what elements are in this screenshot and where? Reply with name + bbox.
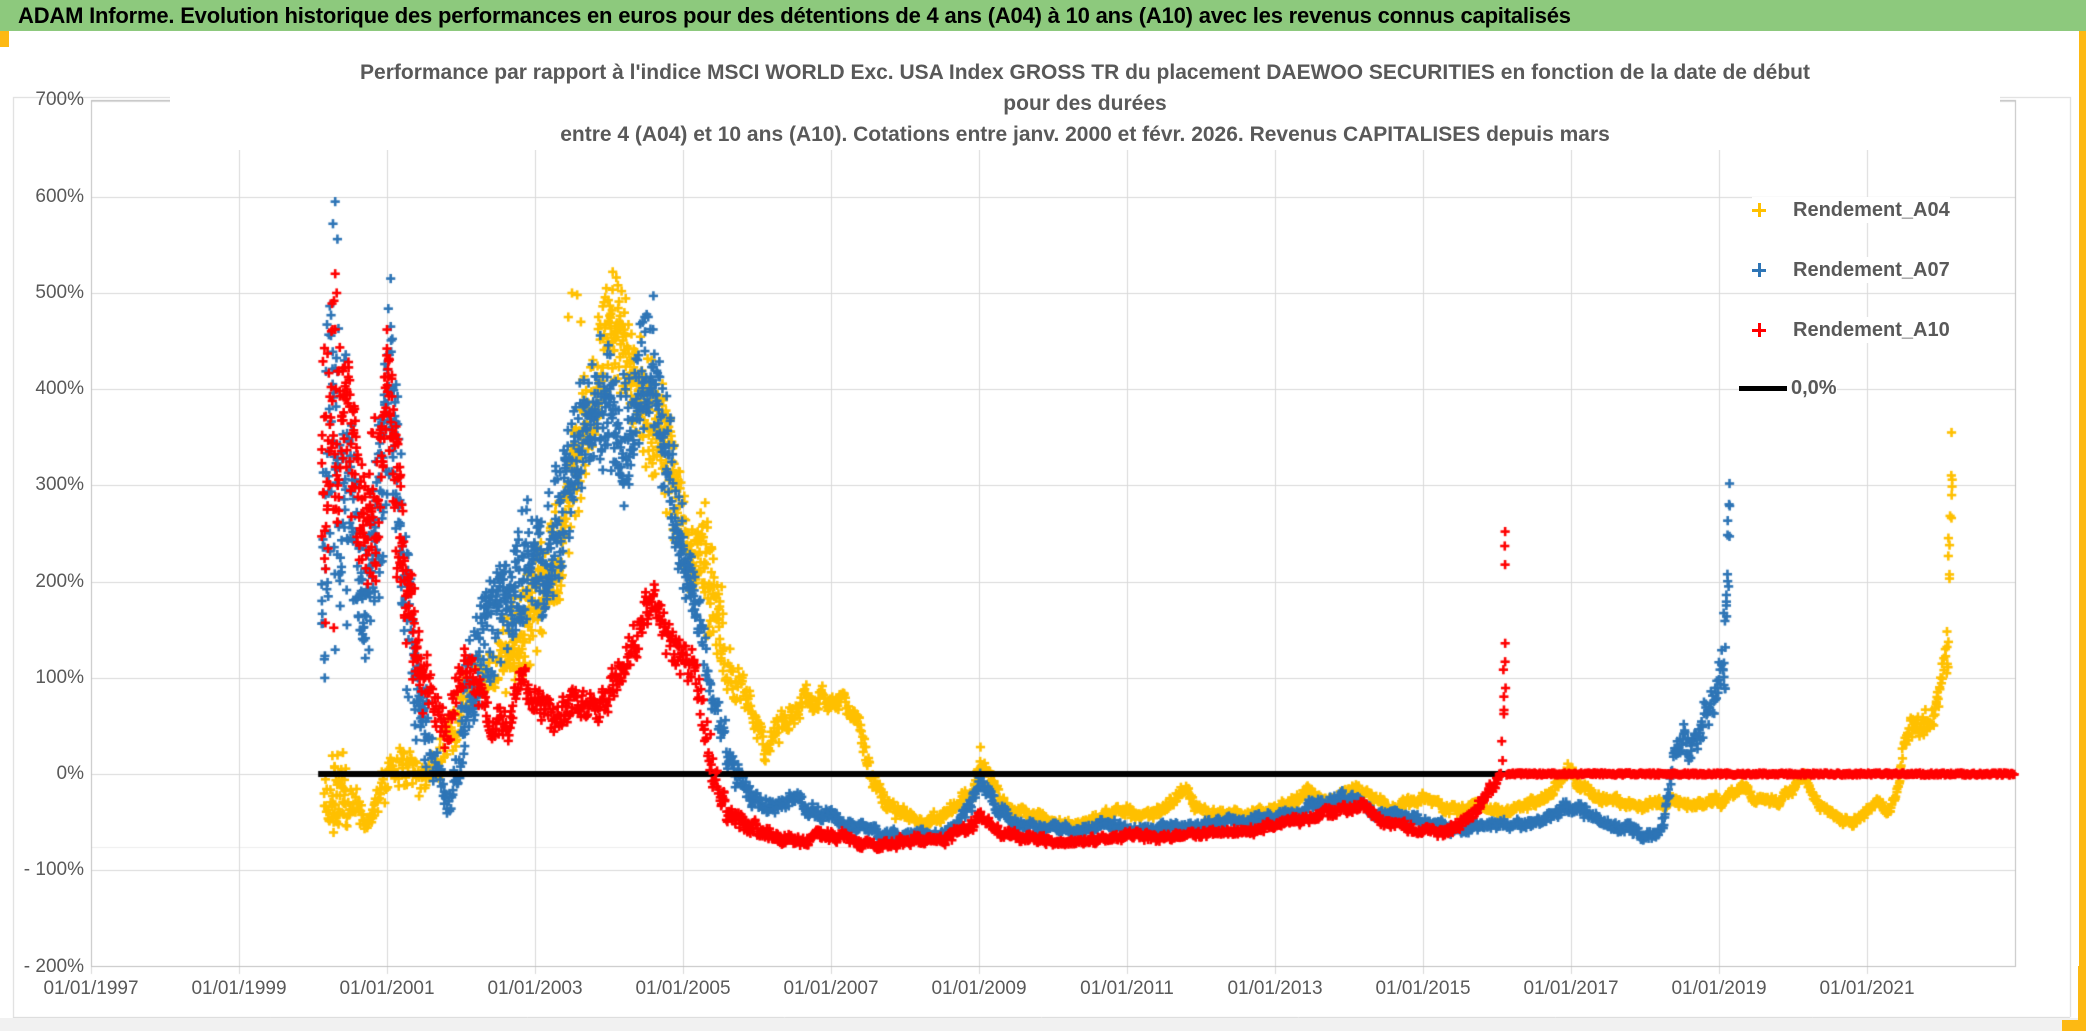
- y-tick-700: 700%: [35, 89, 84, 110]
- chart-title: Performance par rapport à l'indice MSCI …: [170, 57, 2000, 150]
- x-tick-2019: 01/01/2019: [1671, 978, 1767, 999]
- plot-area[interactable]: [91, 100, 2015, 966]
- selection-handle-corner-v[interactable]: [2078, 966, 2086, 1031]
- banner-text: ADAM Informe. Evolution historique des p…: [18, 2, 1571, 28]
- x-tick-1997: 01/01/1997: [43, 978, 139, 999]
- y-tick-m200: - 200%: [23, 956, 84, 977]
- selection-handle-corner[interactable]: [2062, 1020, 2086, 1031]
- x-tick-2015: 01/01/2015: [1375, 978, 1471, 999]
- chart-title-line-2: pour des durées: [1003, 92, 1167, 115]
- title-banner: ADAM Informe. Evolution historique des p…: [0, 0, 2086, 31]
- y-tick-400: 400%: [35, 378, 84, 399]
- x-tick-2021: 01/01/2021: [1819, 978, 1915, 999]
- chart-title-line-1: Performance par rapport à l'indice MSCI …: [360, 61, 1810, 84]
- selection-strip-right[interactable]: [2079, 31, 2086, 1031]
- x-tick-2009: 01/01/2009: [931, 978, 1027, 999]
- y-tick-100: 100%: [35, 667, 84, 688]
- legend-item-a07[interactable]: Rendement_A07: [1752, 257, 1950, 283]
- legend-label-zero: 0,0%: [1791, 376, 1837, 399]
- legend-label-a10: Rendement_A10: [1793, 318, 1950, 341]
- y-tick-0: 0%: [56, 763, 84, 784]
- zero-line-sample-icon: [1739, 385, 1787, 391]
- legend-label-a07: Rendement_A07: [1793, 258, 1950, 281]
- y-tick-500: 500%: [35, 282, 84, 303]
- x-tick-2005: 01/01/2005: [635, 978, 731, 999]
- y-tick-600: 600%: [35, 186, 84, 207]
- legend-item-a10[interactable]: Rendement_A10: [1752, 317, 1950, 343]
- x-tick-2007: 01/01/2007: [783, 978, 879, 999]
- y-tick-m100: - 100%: [23, 859, 84, 880]
- plus-marker-icon: [1752, 323, 1766, 337]
- plus-marker-icon: [1752, 263, 1766, 277]
- legend-label-a04: Rendement_A04: [1793, 198, 1950, 221]
- window-bottom-strip: [0, 1018, 2086, 1031]
- legend-item-zero[interactable]: 0,0%: [1739, 375, 1837, 401]
- legend-item-a04[interactable]: Rendement_A04: [1752, 197, 1950, 223]
- x-tick-2011: 01/01/2011: [1080, 978, 1174, 999]
- plus-marker-icon: [1752, 203, 1766, 217]
- x-tick-2017: 01/01/2017: [1523, 978, 1619, 999]
- x-tick-1999: 01/01/1999: [191, 978, 287, 999]
- x-tick-2001: 01/01/2001: [339, 978, 435, 999]
- x-tick-2013: 01/01/2013: [1227, 978, 1323, 999]
- y-tick-300: 300%: [35, 474, 84, 495]
- y-tick-200: 200%: [35, 571, 84, 592]
- selection-handle-left[interactable]: [0, 31, 9, 47]
- x-tick-2003: 01/01/2003: [487, 978, 583, 999]
- chart-title-line-3: entre 4 (A04) et 10 ans (A10). Cotations…: [560, 123, 1610, 146]
